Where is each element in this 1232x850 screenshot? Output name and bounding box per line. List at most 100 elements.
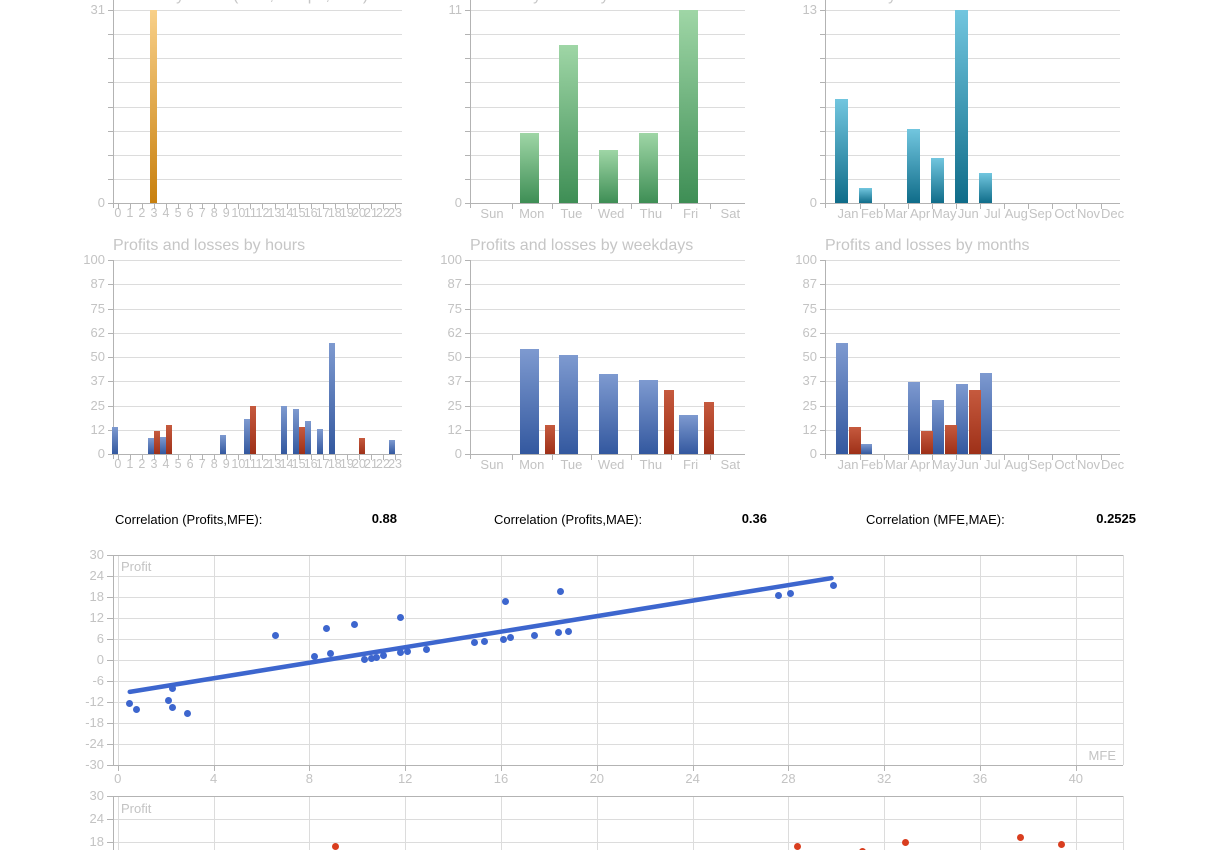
gridline <box>113 796 1123 797</box>
axis-tick <box>213 766 215 771</box>
axis-tick <box>465 405 470 407</box>
gridline <box>470 203 745 204</box>
x-tick-label: 16 <box>303 206 318 220</box>
x-tick-label: Tue <box>560 457 583 472</box>
gridline <box>113 203 402 204</box>
x-tick-label: Oct <box>1054 457 1075 472</box>
bar <box>979 173 993 203</box>
x-tick-label: 2 <box>138 206 146 220</box>
y-tick-label: 37 <box>447 373 462 389</box>
x-tick-label: 4 <box>209 771 218 786</box>
bar <box>860 444 873 454</box>
gridline <box>113 681 1123 682</box>
x-tick-label: Sun <box>480 206 504 221</box>
axis-tick <box>820 130 825 132</box>
x-tick-label: 8 <box>210 206 218 220</box>
bar <box>389 440 396 454</box>
x-tick-label: Nov <box>1076 206 1101 221</box>
axis-tick <box>190 204 192 209</box>
x-tick-label: Sat <box>720 457 741 472</box>
x-tick-label: 17 <box>315 457 330 471</box>
y-tick-label: 100 <box>83 252 105 267</box>
y-tick-label: 18 <box>89 833 104 849</box>
gridline <box>825 284 1120 286</box>
axis-tick <box>108 154 113 156</box>
x-tick-label: Jun <box>957 206 979 221</box>
bar <box>678 10 698 203</box>
y-tick-label: 75 <box>802 300 817 316</box>
axis-tick <box>107 765 113 766</box>
chart-title: Entries by months <box>825 0 953 5</box>
gridline <box>825 260 1120 261</box>
x-tick-label: May <box>931 206 957 221</box>
data-point <box>775 591 783 599</box>
axis-tick <box>107 660 113 661</box>
y-tick-label: 12 <box>802 421 817 437</box>
gridline <box>113 34 402 36</box>
axis-tick <box>980 455 982 460</box>
x-tick-label: 24 <box>685 771 700 786</box>
bar <box>304 421 311 454</box>
bar <box>280 405 287 454</box>
axis-tick <box>820 381 825 383</box>
gridline <box>309 796 311 850</box>
bar <box>544 424 555 454</box>
axis-tick <box>710 455 712 460</box>
correlation-mfe-mae-value: 0.2525 <box>1096 511 1136 526</box>
axis-tick <box>1028 455 1030 460</box>
bar <box>244 419 251 454</box>
y-tick-label: 50 <box>90 349 105 364</box>
axis-tick <box>465 130 470 132</box>
gridline <box>113 723 1123 724</box>
y-tick-label: 37 <box>802 373 817 389</box>
axis-tick <box>820 357 825 358</box>
axis-tick <box>710 204 712 209</box>
y-tick-label: 0 <box>809 195 817 210</box>
gridline <box>470 10 745 11</box>
y-tick-label: 13 <box>802 2 817 17</box>
bar <box>298 426 305 454</box>
axis-tick <box>178 204 180 209</box>
y-axis-line <box>113 260 114 459</box>
axis-tick <box>591 204 593 209</box>
gridline <box>825 178 1120 180</box>
axis-tick <box>108 260 113 261</box>
x-tick-label: 16 <box>493 771 509 786</box>
axis-tick <box>107 681 113 682</box>
axis-tick <box>465 58 470 60</box>
data-point <box>360 655 368 663</box>
axis-tick <box>153 455 155 460</box>
x-tick-label: Sun <box>480 457 504 472</box>
axis-tick <box>465 34 470 36</box>
bar <box>166 424 173 454</box>
axis-tick <box>465 284 470 286</box>
axis-tick <box>980 204 982 209</box>
correlation-mfe-mae-label: Correlation (MFE,MAE): <box>866 512 1005 527</box>
y-tick-label: 37 <box>90 373 105 389</box>
gridline <box>113 618 1123 619</box>
axis-tick <box>117 455 119 460</box>
axis-tick <box>108 58 113 60</box>
correlation-profits-mae-value: 0.36 <box>741 511 767 526</box>
y-tick-label: 24 <box>89 568 104 583</box>
data-point <box>1017 833 1025 841</box>
x-tick-label: Oct <box>1054 206 1075 221</box>
correlation-profits-mfe-value: 0.88 <box>371 511 397 526</box>
gridline <box>113 639 1123 640</box>
y-tick-label: 62 <box>90 324 105 340</box>
y-axis-line <box>825 0 826 208</box>
data-point <box>126 700 134 708</box>
bar <box>836 343 848 454</box>
axis-tick <box>274 204 276 209</box>
axis-tick <box>214 455 216 460</box>
axis-tick <box>262 455 264 460</box>
axis-tick <box>262 204 264 209</box>
axis-tick <box>820 154 825 156</box>
axis-tick <box>670 204 672 209</box>
bar <box>980 372 993 454</box>
axis-tick <box>108 308 113 310</box>
x-tick-label: 10 <box>231 206 246 220</box>
axis-tick <box>310 455 312 460</box>
gridline <box>470 454 745 455</box>
axis-tick <box>108 454 113 455</box>
